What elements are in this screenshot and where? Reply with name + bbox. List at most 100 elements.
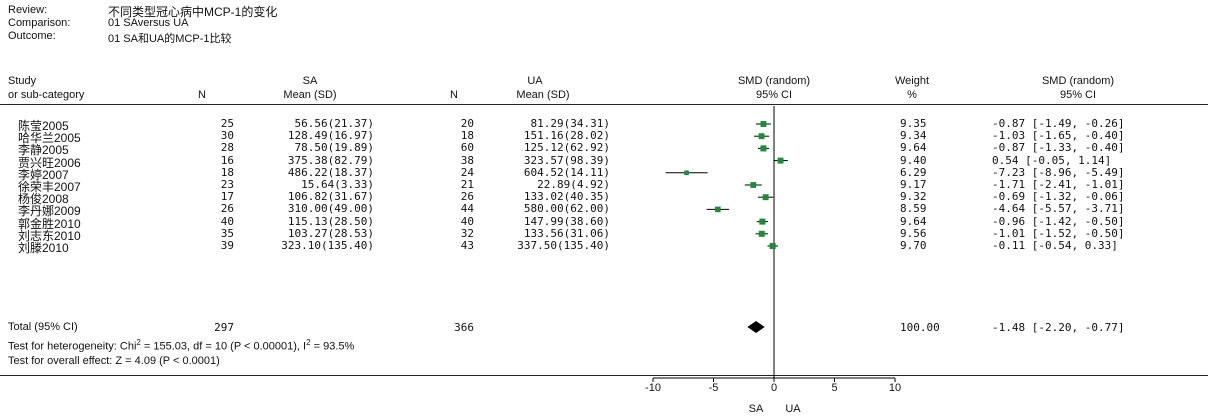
study-marker (758, 133, 765, 140)
total-ci-text: -1.48 [-2.20, -0.77] (992, 321, 1125, 334)
axis-tick-label: -10 (645, 382, 661, 394)
study-ci-text: -0.87 [-1.33, -0.40] (992, 141, 1125, 155)
column-group2: UA (527, 75, 543, 87)
study-marker (769, 242, 776, 250)
total-n1: 297 (214, 321, 234, 334)
study-n2: 60 (460, 141, 474, 155)
column-ci95-2: 95% CI (1059, 89, 1097, 101)
study-marker (760, 121, 767, 127)
study-mean1: 15.64(3.33) (301, 178, 374, 191)
study-marker (750, 182, 757, 188)
study-n2: 43 (460, 239, 474, 252)
axis-label-right: UA (785, 403, 801, 415)
column-n2: N (450, 89, 458, 101)
study-n1: 26 (220, 202, 234, 216)
study-n2: 21 (460, 178, 474, 191)
total-diamond (747, 321, 765, 333)
study-mean1: 128.49(16.97) (287, 129, 374, 143)
study-mean2: 133.02(40.35) (523, 190, 610, 204)
heterogeneity-text: Test for heterogeneity: Chi2 = 155.03, d… (8, 338, 355, 353)
column-smd-random-2: SMD (random) (1041, 75, 1115, 87)
axis-tick-label: -5 (708, 382, 719, 394)
study-mean2: 147.99(38.60) (523, 214, 610, 228)
column-weight: Weight (894, 75, 930, 87)
axis-tick-label: 5 (831, 382, 838, 394)
study-weight: 9.35 (900, 117, 927, 130)
study-ci-text: -0.11 [-0.54, 0.33] (992, 239, 1118, 252)
study-weight: 9.32 (900, 190, 927, 204)
study-name: 哈华兰2005 (18, 131, 81, 146)
study-n2: 24 (460, 165, 474, 179)
study-n2: 40 (460, 214, 474, 228)
study-n1: 25 (220, 117, 234, 130)
study-marker (759, 218, 766, 225)
study-ci-text: 0.54 [-0.05, 1.14] (992, 153, 1112, 167)
study-n1: 18 (220, 165, 234, 179)
study-mean2: 323.57(98.39) (523, 153, 610, 167)
study-ci-text: -1.71 [-2.41, -1.01] (992, 178, 1125, 191)
study-weight: 9.70 (900, 239, 927, 252)
study-name: 贾兴旺2006 (18, 155, 81, 170)
study-mean2: 125.12(62.92) (523, 141, 610, 155)
study-name: 郭金胜2010 (18, 216, 81, 231)
study-ci-text: -4.64 [-5.57, -3.71] (992, 202, 1125, 216)
study-name: 杨俊2008 (18, 192, 69, 207)
review-value: 不同类型冠心病中MCP-1的变化 (108, 5, 278, 19)
study-mean1: 56.56(21.37) (294, 117, 374, 130)
study-weight: 9.40 (900, 153, 927, 167)
column-mean2: Mean (SD) (516, 89, 570, 101)
total-n2: 366 (454, 321, 474, 334)
column-group1: SA (302, 75, 318, 87)
study-mean2: 337.50(135.40) (517, 239, 610, 252)
footer-rule (0, 375, 1208, 376)
study-mean2: 22.89(4.92) (537, 178, 610, 191)
study-n1: 16 (220, 153, 234, 167)
study-n1: 40 (220, 214, 234, 228)
axis-label-left: SA (748, 403, 764, 415)
study-ci-text: -0.96 [-1.42, -0.50] (992, 214, 1125, 228)
study-marker (760, 145, 767, 152)
study-marker (715, 206, 721, 213)
axis-tick-label: 0 (770, 382, 778, 394)
study-weight: 9.64 (900, 141, 927, 155)
axis-tick-label: 10 (888, 382, 902, 394)
study-mean2: 580.00(62.00) (523, 202, 610, 216)
study-n2: 18 (460, 129, 474, 143)
study-marker (762, 194, 769, 201)
study-mean1: 310.00(49.00) (287, 202, 374, 216)
study-weight: 9.34 (900, 129, 927, 143)
study-n1: 23 (220, 178, 234, 191)
study-n2: 26 (460, 190, 474, 204)
comparison-label: Comparison: (8, 17, 71, 29)
study-name: 李静2005 (18, 143, 69, 158)
study-mean1: 323.10(135.40) (281, 239, 374, 252)
column-subcategory: or sub-category (8, 89, 85, 101)
study-name: 刘滕2010 (18, 241, 69, 255)
column-ci95: 95% CI (755, 89, 793, 101)
column-smd-random: SMD (random) (737, 75, 811, 87)
study-ci-text: -1.01 [-1.52, -0.50] (992, 226, 1125, 240)
study-mean1: 103.27(28.53) (287, 226, 374, 240)
header-rule (0, 104, 1208, 105)
study-n1: 17 (220, 190, 234, 204)
study-name: 李丹娜2009 (18, 204, 81, 219)
study-n2: 32 (460, 226, 474, 240)
column-mean1: Mean (SD) (283, 89, 337, 101)
study-weight: 9.17 (900, 178, 927, 191)
outcome-value: 01 SA和UA的MCP-1比较 (108, 33, 232, 45)
study-n1: 30 (220, 129, 234, 143)
study-weight: 9.56 (900, 226, 927, 240)
study-weight: 6.29 (900, 165, 927, 179)
study-marker (758, 230, 765, 237)
study-n1: 28 (220, 141, 234, 155)
study-name: 刘志东2010 (18, 228, 81, 243)
study-n2: 44 (460, 202, 474, 216)
study-ci-text: -0.87 [-1.49, -0.26] (992, 117, 1125, 130)
study-marker (684, 170, 689, 176)
study-ci-text: -0.69 [-1.32, -0.06] (992, 190, 1125, 204)
study-n1: 39 (220, 239, 234, 252)
study-name: 李婷2007 (18, 167, 69, 182)
study-mean1: 106.82(31.67) (287, 190, 374, 204)
column-n1: N (198, 89, 206, 101)
